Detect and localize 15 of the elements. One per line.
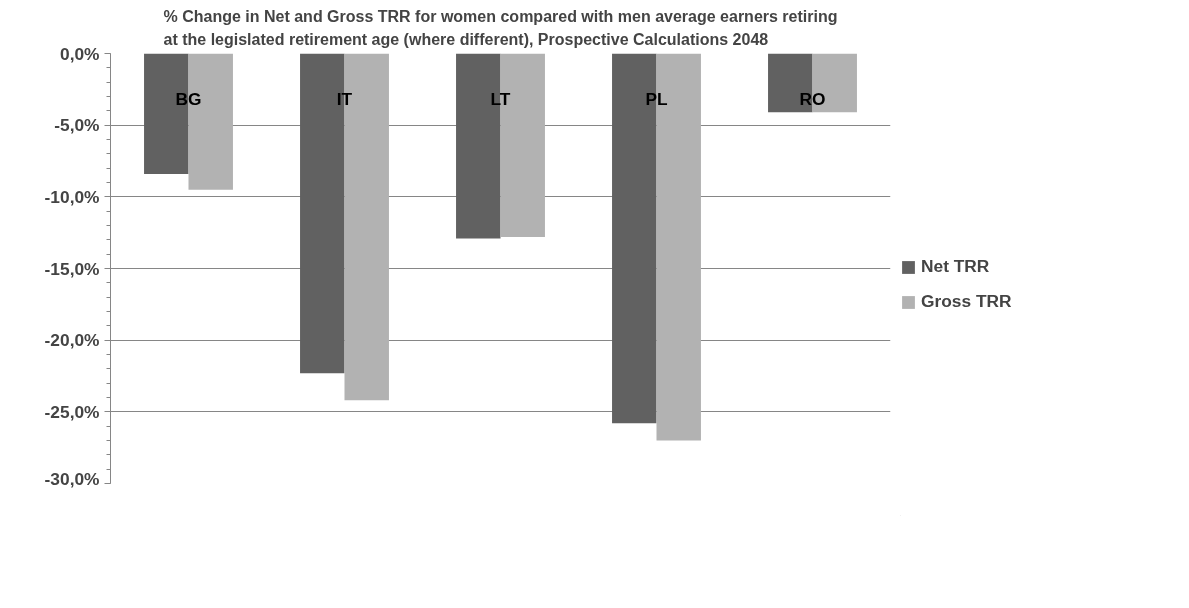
x-tick-label: IT xyxy=(336,88,353,109)
y-tick-label: -25,0% xyxy=(44,401,100,422)
legend-label: Gross TRR xyxy=(921,291,1012,312)
x-tick-label: LT xyxy=(490,88,511,109)
y-tick-label: -30,0% xyxy=(44,468,100,489)
x-tick-label: RO xyxy=(799,88,826,109)
y-tick-label: -20,0% xyxy=(44,330,100,351)
legend-label: Net TRR xyxy=(921,256,990,277)
chart-title: % Change in Net and Gross TRR for women compared with men average earners retiring at the legislated retirement age (where different), Prospective Calculations 2048 xyxy=(163,7,838,49)
y-tick-label: -15,0% xyxy=(44,258,100,279)
x-tick-label: BG xyxy=(175,88,202,109)
y-tick-label: 0,0% xyxy=(60,43,100,64)
y-tick-label: -5,0% xyxy=(54,115,100,136)
x-tick-label: PL xyxy=(645,88,668,109)
y-tick-label: -10,0% xyxy=(44,186,100,207)
